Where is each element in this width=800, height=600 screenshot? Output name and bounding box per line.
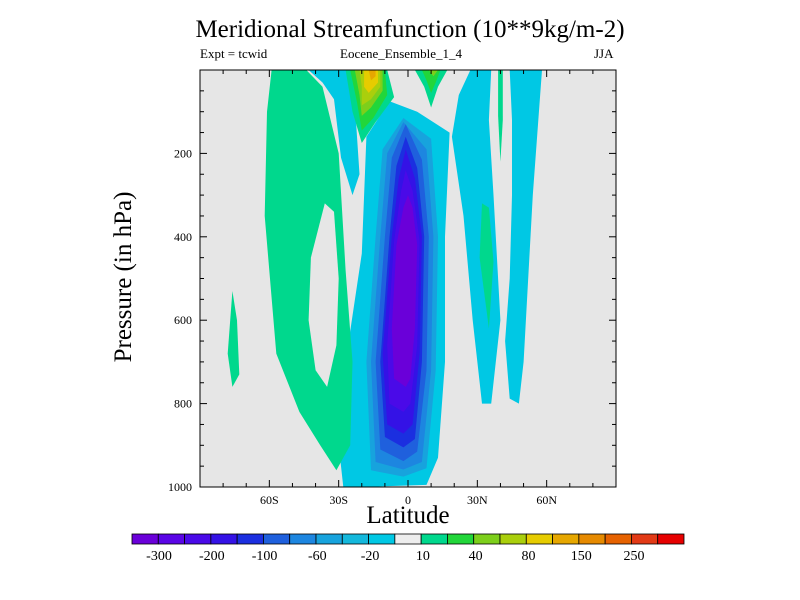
- colorbar-swatch: [578, 533, 606, 545]
- x-tick-label: 30N: [467, 493, 488, 507]
- ensemble-label: Eocene_Ensemble_1_4: [340, 46, 463, 61]
- colorbar-label: -100: [252, 549, 278, 564]
- colorbar-swatch: [552, 533, 580, 545]
- contour-region-green-positive-south-hole: [308, 203, 339, 387]
- colorbar-label: 10: [416, 549, 430, 564]
- colorbar-swatch: [341, 533, 369, 545]
- colorbar-swatch: [525, 533, 553, 545]
- colorbar-swatch: [447, 533, 475, 545]
- x-tick-label: 60S: [260, 493, 279, 507]
- contour-region-nh-cell-top-200: [368, 70, 376, 81]
- y-tick-label: 800: [174, 397, 192, 411]
- y-tick-label: 400: [174, 230, 192, 244]
- colorbar-label: -20: [361, 549, 380, 564]
- colorbar-label: 40: [469, 549, 483, 564]
- contour-region-south-cyan-band: [308, 70, 360, 196]
- colorbar-label: -300: [146, 549, 172, 564]
- contour-region-north-cyan-band-2: [505, 70, 542, 404]
- y-tick-label: 600: [174, 313, 192, 327]
- colorbar-swatch: [604, 533, 632, 545]
- colorbar-swatch: [631, 533, 659, 545]
- colorbar-label: 80: [521, 549, 535, 564]
- colorbar-swatch: [420, 533, 448, 545]
- contour-region-sh-cell-300: [391, 195, 418, 387]
- colorbar-swatch: [289, 533, 317, 545]
- experiment-label: Expt = tcwid: [200, 46, 268, 61]
- colorbar-swatch: [157, 533, 185, 545]
- colorbar-swatch: [236, 533, 264, 545]
- chart-title: Meridional Streamfunction (10**9kg/m-2): [195, 16, 625, 43]
- colorbar-swatch: [315, 533, 343, 545]
- contour-region-nh-top-small-40: [421, 70, 441, 93]
- x-axis-label: Latitude: [366, 502, 450, 529]
- colorbar-label: 250: [624, 549, 645, 564]
- colorbar-swatch: [131, 533, 159, 545]
- colorbar-swatch: [394, 533, 422, 545]
- colorbar-swatch: [184, 533, 212, 545]
- colorbar-swatch: [368, 533, 396, 545]
- x-tick-label: 0: [405, 493, 411, 507]
- colorbar-swatch: [263, 533, 291, 545]
- colorbar-swatch: [210, 533, 238, 545]
- season-label: JJA: [594, 46, 614, 61]
- colorbar-label: -200: [199, 549, 225, 564]
- colorbar-label: -60: [308, 549, 327, 564]
- colorbar-swatch: [473, 533, 501, 545]
- contour-region-green-small-south: [227, 291, 240, 387]
- x-tick-label: 30S: [329, 493, 348, 507]
- x-tick-label: 60N: [536, 493, 557, 507]
- colorbar-label: 150: [571, 549, 592, 564]
- contour-region-green-thin-north: [498, 70, 503, 162]
- contour-region-green-small-north: [479, 203, 494, 329]
- y-tick-label: 200: [174, 146, 192, 160]
- colorbar-swatch: [499, 533, 527, 545]
- y-tick-label: 1000: [168, 480, 192, 494]
- colorbar-swatch: [657, 533, 685, 545]
